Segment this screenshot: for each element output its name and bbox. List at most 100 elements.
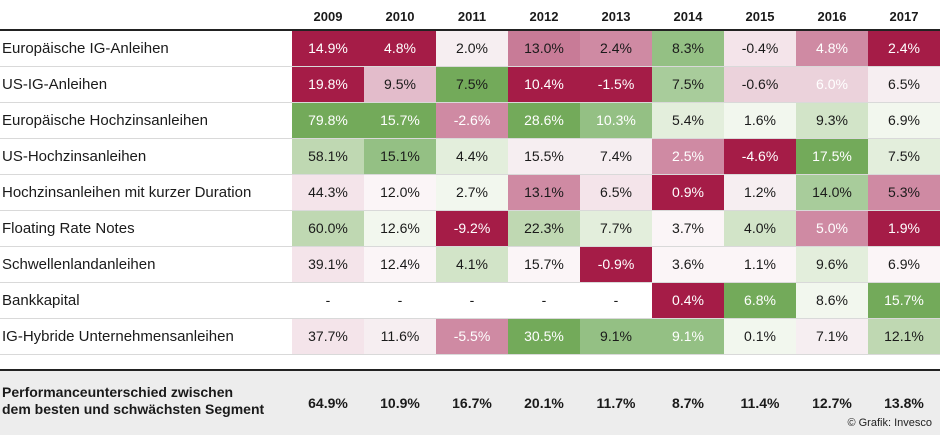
table-cell-2009: 19.8% [292,67,364,102]
table-cell-2013: -0.9% [580,247,652,282]
summary-value-2015: 11.4% [740,395,780,411]
row-label: Europäische IG-Anleihen [2,40,169,57]
row-label: US-Hochzinsanleihen [2,148,147,165]
table-cell-2016: 6.0% [796,67,868,102]
table-cell-2017: 6.9% [868,103,940,138]
summary-label: Performanceunterschied zwischen dem best… [2,384,265,417]
year-header-2016: 2016 [817,9,847,24]
table-row: US-Hochzinsanleihen 58.1% 15.1% 4.4% 15.5% 7.… [0,139,940,175]
summary-value-2016: 12.7% [812,395,852,411]
table-cell-2009: 37.7% [292,319,364,354]
table-cell-2011: 4.4% [436,139,508,174]
year-header-2009: 2009 [313,9,343,24]
table-cell-2010: - [364,283,436,318]
table-row: Hochzinsanleihen mit kurzer Duration 44.3… [0,175,940,211]
table-cell-2017: 5.3% [868,175,940,210]
header-rule [0,29,940,31]
row-label: Floating Rate Notes [2,220,135,237]
table-cell-2011: 2.7% [436,175,508,210]
table-cell-2013: -1.5% [580,67,652,102]
table-row: Floating Rate Notes 60.0% 12.6% -9.2% 22.3% 7… [0,211,940,247]
table-cell-2015: 1.6% [724,103,796,138]
table-cell-2010: 12.4% [364,247,436,282]
table-cell-2012: 13.0% [508,31,580,66]
summary-value-2011: 16.7% [452,395,492,411]
table-cell-2009: 58.1% [292,139,364,174]
table-row: Bankkapital - - - - -0.4% 6.8% 8.6% 15.7% [0,283,940,319]
table-cell-2009: 44.3% [292,175,364,210]
table-cell-2015: 6.8% [724,283,796,318]
table-cell-2017: 6.9% [868,247,940,282]
table-row: Europäische Hochzinsanleihen 79.8% 15.7% -2… [0,103,940,139]
table-cell-2017: 2.4% [868,31,940,66]
table-cell-2017: 7.5% [868,139,940,174]
table-cell-2013: 7.7% [580,211,652,246]
table-cell-2015: 0.1% [724,319,796,354]
table-cell-2014: 2.5% [652,139,724,174]
summary-value-2017: 13.8% [884,395,924,411]
table-row: IG-Hybride Unternehmensanleihen 37.7% 11.6… [0,319,940,355]
table-cell-2014: 8.3% [652,31,724,66]
table-cell-2015: 1.1% [724,247,796,282]
table-cell-2016: 8.6% [796,283,868,318]
table-cell-2011: -9.2% [436,211,508,246]
source-credit: © Grafik: Invesco [847,417,932,429]
table-cell-2012: 15.5% [508,139,580,174]
summary-value-2010: 10.9% [380,395,420,411]
table-cell-2016: 9.6% [796,247,868,282]
table-cell-2011: - [436,283,508,318]
year-header-row: 2009 2010 2011 2012 2013 2014 2015 2016 2017 [0,0,940,29]
summary-row: Performanceunterschied zwischen dem best… [0,369,940,435]
table-row: US-IG-Anleihen 19.8% 9.5% 7.5% 10.4% -1.5% 7.5… [0,67,940,103]
table-cell-2012: 10.4% [508,67,580,102]
table-cell-2011: 7.5% [436,67,508,102]
table-cell-2012: 15.7% [508,247,580,282]
table-cell-2015: -0.6% [724,67,796,102]
table-cell-2016: 14.0% [796,175,868,210]
table-cell-2009: - [292,283,364,318]
table-cell-2017: 12.1% [868,319,940,354]
table-cell-2010: 15.1% [364,139,436,174]
table-cell-2014: 3.7% [652,211,724,246]
table-cell-2016: 7.1% [796,319,868,354]
table-cell-2010: 9.5% [364,67,436,102]
table-cell-2014: 0.9% [652,175,724,210]
table-cell-2015: 4.0% [724,211,796,246]
table-cell-2012: 22.3% [508,211,580,246]
table-cell-2017: 1.9% [868,211,940,246]
table-cell-2015: -0.4% [724,31,796,66]
table-cell-2010: 4.8% [364,31,436,66]
row-label: US-IG-Anleihen [2,76,108,93]
table-cell-2010: 11.6% [364,319,436,354]
row-label: Bankkapital [2,292,80,309]
table-cell-2012: 28.6% [508,103,580,138]
year-header-2012: 2012 [529,9,559,24]
table-cell-2011: 2.0% [436,31,508,66]
table-cell-2016: 4.8% [796,31,868,66]
table-cell-2014: 3.6% [652,247,724,282]
row-label: Hochzinsanleihen mit kurzer Duration [2,184,252,201]
table-cell-2009: 79.8% [292,103,364,138]
table-cell-2015: 1.2% [724,175,796,210]
year-header-2011: 2011 [457,9,487,24]
table-row: Europäische IG-Anleihen 14.9% 4.8% 2.0% 13.0… [0,31,940,67]
table-cell-2013: 7.4% [580,139,652,174]
table-cell-2011: -2.6% [436,103,508,138]
table-cell-2016: 17.5% [796,139,868,174]
table-cell-2009: 39.1% [292,247,364,282]
year-header-2013: 2013 [601,9,631,24]
table-cell-2015: -4.6% [724,139,796,174]
table-cell-2012: 30.5% [508,319,580,354]
summary-value-2014: 8.7% [672,395,704,411]
table-cell-2013: - [580,283,652,318]
row-label: Europäische Hochzinsanleihen [2,112,208,129]
summary-value-2009: 64.9% [308,395,348,411]
table-cell-2011: 4.1% [436,247,508,282]
table-cell-2013: 10.3% [580,103,652,138]
table-cell-2009: 14.9% [292,31,364,66]
row-label: Schwellenlandanleihen [2,256,156,273]
year-header-2017: 2017 [889,9,919,24]
table-cell-2017: 15.7% [868,283,940,318]
table-cell-2016: 9.3% [796,103,868,138]
